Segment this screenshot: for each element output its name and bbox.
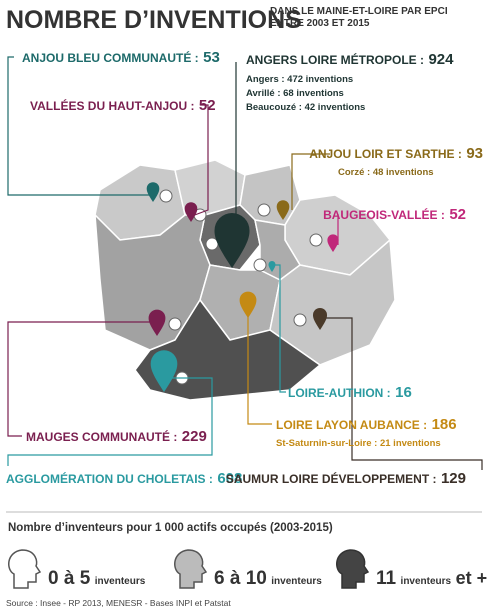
- epci-detail: Corzé : 48 inventions: [338, 167, 434, 178]
- pin: [214, 213, 250, 268]
- legend-icons: [8, 549, 370, 589]
- epci-name: LOIRE-AUTHION :: [288, 386, 391, 400]
- pin: [276, 200, 290, 220]
- epci-value: 53: [203, 49, 220, 66]
- epci-value: 93: [466, 145, 483, 162]
- pin: [313, 308, 327, 330]
- legend-unit: inventeurs: [95, 576, 146, 587]
- legend-title: Nombre d’inventeurs pour 1 000 actifs oc…: [8, 522, 333, 534]
- head-icon: [257, 203, 271, 217]
- leader-line: [7, 377, 213, 466]
- epci-name: ANJOU LOIR ET SARTHE :: [309, 147, 462, 161]
- map: [94, 159, 396, 401]
- epci-label: VALLÉES DU HAUT-ANJOU : 52: [30, 97, 216, 114]
- head-icon: [253, 258, 267, 272]
- leader-line: [322, 317, 483, 470]
- epci-name: AGGLOMÉRATION DU CHOLETAIS :: [6, 471, 213, 486]
- legend-item: 11 inventeurs et +: [376, 568, 487, 589]
- epci-label: LOIRE-AUTHION : 16: [288, 384, 412, 401]
- epci-value: 924: [428, 51, 454, 68]
- epci-detail: Angers : 472 inventions: [246, 74, 353, 85]
- epci-value: 129: [441, 470, 466, 487]
- leader-line: [191, 104, 209, 217]
- epci-label: LOIRE LAYON AUBANCE : 186: [276, 416, 457, 433]
- epci-value: 16: [395, 384, 412, 401]
- pin: [268, 261, 276, 272]
- pins: [146, 182, 339, 392]
- pin: [327, 234, 339, 252]
- pin: [146, 182, 160, 202]
- leader-line: [7, 56, 152, 196]
- legend-icon: [336, 549, 370, 589]
- head-icon: [159, 189, 173, 203]
- epci-value: 608: [217, 470, 242, 487]
- epci-name: SAUMUR LOIRE DÉVELOPPEMENT :: [226, 471, 437, 486]
- epci-name: LOIRE LAYON AUBANCE :: [276, 418, 427, 432]
- legend-icon: [174, 549, 208, 589]
- subtitle: ENTRE 2003 ET 2015: [270, 18, 370, 29]
- epci-name: ANGERS LOIRE MÉTROPOLE :: [246, 52, 424, 67]
- pin: [239, 291, 257, 318]
- legend-range: 11: [376, 568, 397, 589]
- pin: [184, 202, 198, 222]
- epci-label: ANGERS LOIRE MÉTROPOLE : 924: [246, 51, 454, 68]
- epci-detail: St-Saturnin-sur-Loire : 21 inventions: [276, 438, 441, 449]
- legend-item: 6 à 10 inventeurs: [214, 568, 322, 589]
- legend-icon: [8, 549, 42, 589]
- epci-label: SAUMUR LOIRE DÉVELOPPEMENT : 129: [226, 470, 466, 487]
- epci-value: 52: [199, 97, 216, 114]
- epci-name: BAUGEOIS-VALLÉE :: [323, 207, 445, 222]
- epci-label: AGGLOMÉRATION DU CHOLETAIS : 608: [6, 470, 242, 487]
- epci-label: ANJOU LOIR ET SARTHE : 93: [309, 145, 483, 162]
- legend-unit: inventeurs: [401, 576, 452, 587]
- epci-value: 186: [432, 416, 457, 433]
- epci-value: 229: [182, 428, 207, 445]
- legend-range: 6 à 10: [214, 568, 267, 589]
- pin: [148, 309, 166, 336]
- epci-label: ANJOU BLEU COMMUNAUTÉ : 53: [22, 49, 220, 66]
- epci-label: BAUGEOIS-VALLÉE : 52: [323, 206, 466, 223]
- epci-detail: Beaucouzé : 42 inventions: [246, 102, 365, 113]
- leader-line: [7, 321, 150, 437]
- title: NOMBRE D’INVENTIONS: [6, 6, 302, 34]
- source: Source : Insee - RP 2013, MENESR - Bases…: [6, 598, 231, 608]
- leader-line: [291, 153, 330, 210]
- legend-unit: inventeurs: [271, 576, 322, 587]
- epci-name: VALLÉES DU HAUT-ANJOU :: [30, 98, 194, 113]
- head-icons: [159, 189, 323, 385]
- head-icon: [293, 313, 307, 327]
- leader-line: [247, 310, 272, 425]
- epci-name: ANJOU BLEU COMMUNAUTÉ :: [22, 50, 199, 65]
- subtitle: DANS LE MAINE-ET-LOIRE PAR EPCI: [270, 6, 448, 17]
- legend-suffix: et +: [456, 568, 488, 588]
- epci-value: 52: [449, 206, 466, 223]
- legend-range: 0 à 5: [48, 568, 91, 589]
- epci-name: MAUGES COMMUNAUTÉ :: [26, 429, 177, 444]
- legend-item: 0 à 5 inventeurs: [48, 568, 146, 589]
- epci-label: MAUGES COMMUNAUTÉ : 229: [26, 428, 207, 445]
- pin: [150, 350, 178, 392]
- epci-detail: Avrillé : 68 inventions: [246, 88, 344, 99]
- head-icon: [168, 317, 182, 331]
- head-icon: [309, 233, 323, 247]
